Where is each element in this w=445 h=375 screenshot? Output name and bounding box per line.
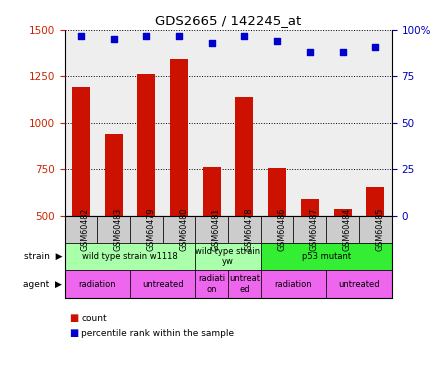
Text: GSM60479: GSM60479 xyxy=(146,208,155,251)
Bar xyxy=(366,187,384,216)
Bar xyxy=(105,134,122,216)
Text: GSM60480: GSM60480 xyxy=(179,208,188,251)
Text: GSM60486: GSM60486 xyxy=(277,208,286,251)
Text: untreated: untreated xyxy=(338,280,380,289)
Point xyxy=(175,33,182,39)
Point xyxy=(274,38,281,44)
Text: GSM60487: GSM60487 xyxy=(310,208,319,251)
Bar xyxy=(301,199,319,216)
Text: GSM60478: GSM60478 xyxy=(244,208,253,251)
Point xyxy=(241,33,248,39)
Text: radiation: radiation xyxy=(78,280,116,289)
Text: GSM60482: GSM60482 xyxy=(81,208,90,251)
Text: strain  ▶: strain ▶ xyxy=(24,252,62,261)
Point xyxy=(339,49,346,55)
Bar xyxy=(268,168,286,216)
Point xyxy=(372,44,379,50)
Point xyxy=(110,36,117,42)
Text: GSM60483: GSM60483 xyxy=(113,208,122,251)
Text: GSM60484: GSM60484 xyxy=(343,208,352,251)
Text: p53 mutant: p53 mutant xyxy=(302,252,351,261)
Text: radiation: radiation xyxy=(275,280,312,289)
Text: percentile rank within the sample: percentile rank within the sample xyxy=(81,329,235,338)
Text: untreated: untreated xyxy=(142,280,183,289)
Bar xyxy=(138,74,155,216)
Bar xyxy=(235,97,253,216)
Bar xyxy=(72,87,90,216)
Text: wild type strain w1118: wild type strain w1118 xyxy=(82,252,178,261)
Title: GDS2665 / 142245_at: GDS2665 / 142245_at xyxy=(155,15,301,27)
Text: GSM60481: GSM60481 xyxy=(212,208,221,251)
Text: wild type strain
yw: wild type strain yw xyxy=(195,247,261,266)
Text: GSM60485: GSM60485 xyxy=(375,208,384,251)
Bar xyxy=(170,59,188,216)
Point xyxy=(306,49,313,55)
Text: agent  ▶: agent ▶ xyxy=(24,280,62,289)
Point xyxy=(143,33,150,39)
Bar xyxy=(334,209,352,216)
Text: ■: ■ xyxy=(69,328,78,338)
Point xyxy=(77,33,85,39)
Bar xyxy=(203,167,221,216)
Text: radiati
on: radiati on xyxy=(198,274,225,294)
Text: untreat
ed: untreat ed xyxy=(229,274,260,294)
Point xyxy=(208,40,215,46)
Text: ■: ■ xyxy=(69,314,78,323)
Text: count: count xyxy=(81,314,107,323)
